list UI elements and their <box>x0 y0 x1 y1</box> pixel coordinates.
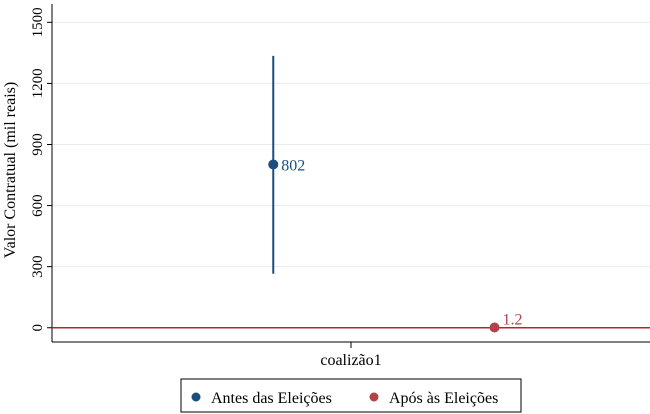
legend-label-apos: Após às Eleições <box>389 390 498 407</box>
legend: Antes das Eleições Após às Eleições <box>180 378 522 413</box>
data-label-1: 1.2 <box>503 312 523 329</box>
x-axis-label: coalizão1 <box>320 352 381 369</box>
y-tick-label: 600 <box>30 194 46 217</box>
y-tick-label: 300 <box>30 255 46 278</box>
y-axis-label: Valor Contratual (mil reais) <box>2 82 19 258</box>
legend-label-antes: Antes das Eleições <box>211 390 332 407</box>
data-label-0: 802 <box>281 157 305 174</box>
y-axis-ticks: 0 300 600 900 1200 1500 <box>30 7 52 331</box>
y-tick-label: 1200 <box>30 68 46 98</box>
legend-box <box>180 378 522 413</box>
legend-marker-apos <box>369 392 379 402</box>
data-marks: 802 1.2 <box>268 55 523 333</box>
data-point-1 <box>489 322 500 333</box>
y-tick-label: 0 <box>30 324 46 332</box>
y-tick-label: 1500 <box>30 7 46 37</box>
data-point-0 <box>268 159 279 170</box>
legend-marker-antes <box>191 392 201 402</box>
y-tick-label: 900 <box>30 133 46 156</box>
